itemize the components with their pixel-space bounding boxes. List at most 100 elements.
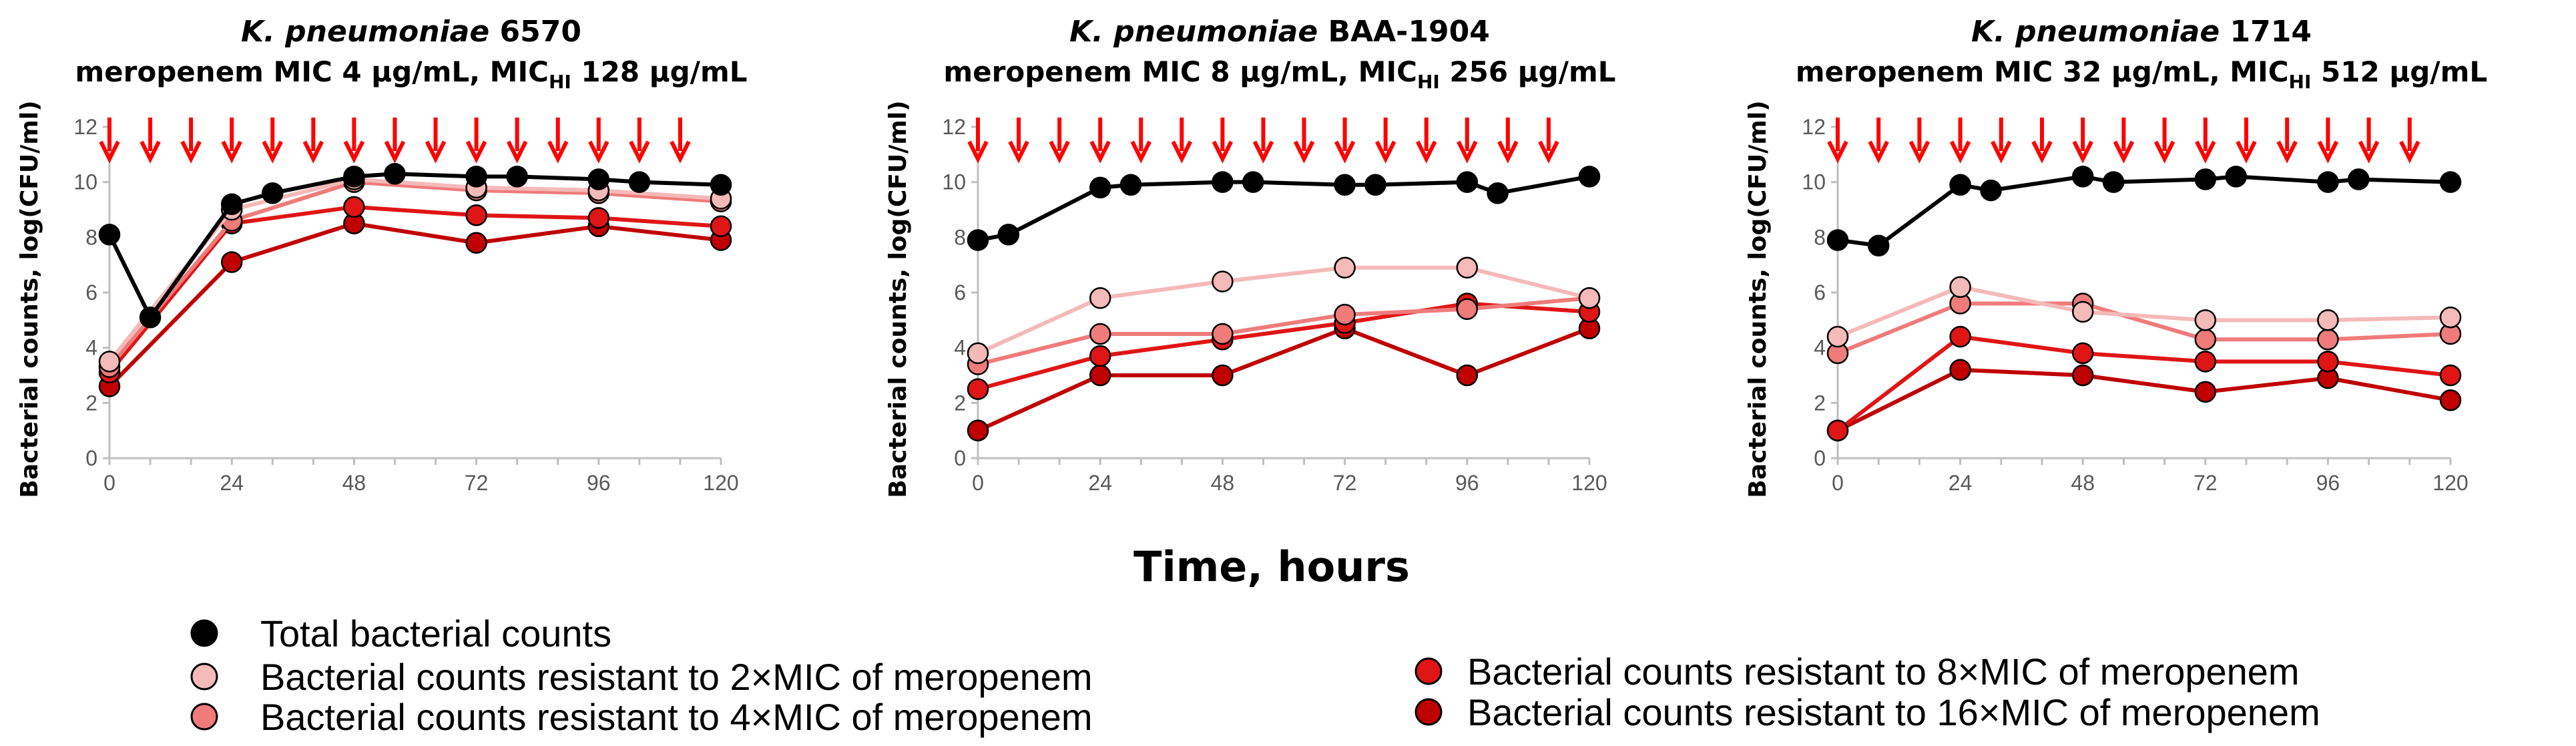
y-tick-label: 12 [942,115,966,139]
data-point-total [465,166,487,188]
data-point-4xmic [1334,303,1356,326]
series-line-2xmic [107,177,722,363]
data-point-2xmic [1826,325,1849,348]
dose-arrow-head [2031,140,2053,164]
series-total [1826,166,2462,256]
dose-arrow-head [2236,140,2257,164]
subtitle-hi: HI [2289,71,2312,93]
x-tick-label: 24 [220,471,244,495]
data-point-total [343,166,365,188]
dose-arrow-head [1991,140,2012,164]
data-point-8xmic [710,215,732,238]
chart-subtitle: meropenem MIC 4 µg/mL, MICHI 128 µg/mL [75,55,747,93]
dose-arrow [629,118,650,164]
x-tick-label: 0 [1832,471,1844,495]
series-line-16xmic [977,326,1591,433]
legend-item-8xmic: Bacterial counts resistant to 8×MIC of m… [1414,650,2300,693]
subtitle-hi: HI [549,71,571,93]
data-point-8xmic [1089,345,1111,367]
data-point-total [98,223,121,246]
data-point-total [997,223,1020,246]
x-tick-label: 96 [1455,471,1479,495]
dose-arrows [1827,118,2420,164]
data-point-2xmic [2317,309,2339,331]
dose-arrow [1908,118,1930,164]
dose-arrow [180,118,202,164]
data-point-total [710,174,732,196]
data-point-2xmic [1578,287,1601,309]
dose-arrow-head [425,140,447,164]
dose-arrow [588,118,609,164]
series-8xmic [98,196,732,384]
dose-arrow-head [465,140,487,164]
dose-arrow [1497,118,1519,164]
dose-arrow-head [1497,140,1519,164]
subtitle-mic-hi: 512 µg/mL [2311,55,2487,88]
legend-marker-2xmic [190,663,218,691]
y-tick-label: 10 [1802,170,1826,194]
x-tick-label: 72 [2194,471,2218,495]
data-point-8xmic [967,378,989,400]
chart-title: K. pneumoniae 6570 [241,15,581,49]
y-axis-label: Bacterial counts, log(CFU/ml) [884,100,912,498]
dose-arrow-head [343,140,365,164]
data-point-total [967,229,989,251]
data-point-4xmic [1212,323,1234,345]
series-line-16xmic [1836,367,2451,433]
x-tick-label: 96 [2316,471,2340,495]
series-16xmic [1826,359,2462,441]
x-axis-label: Time, hours [1133,542,1410,591]
chart-subtitle: meropenem MIC 32 µg/mL, MICHI 512 µg/mL [1796,55,2487,93]
dose-arrow-head [2113,140,2135,164]
y-tick-label: 2 [1814,391,1826,415]
data-point-total [506,166,528,188]
legend-label-8xmic: Bacterial counts resistant to 8×MIC of m… [1467,650,2300,693]
series-line-4xmic [977,296,1590,367]
data-point-4xmic [2194,329,2217,351]
series-line-8xmic [977,301,1590,391]
dose-arrow [2031,118,2053,164]
dose-arrow-head [2195,140,2216,164]
data-point-total [628,171,651,193]
data-point-16xmic [465,232,487,254]
dose-arrow [1538,118,1559,164]
data-point-8xmic [343,196,365,218]
series-8xmic [967,293,1601,400]
dose-arrow [670,118,691,164]
dose-arrow-head [670,140,691,164]
series-2xmic [967,256,1601,365]
y-tick-label: 6 [85,281,97,305]
data-point-total [1212,171,1234,193]
series-4xmic [1826,293,2462,365]
x-tick-label: 24 [1088,471,1112,495]
dose-arrow-head [2399,140,2420,164]
dose-arrow-head [1130,140,1151,164]
data-point-total [1867,234,1890,256]
dose-arrow [1949,118,1971,164]
x-tick-label: 24 [1949,471,1973,495]
title-strain: BAA-1904 [1318,15,1490,49]
data-point-total [220,193,243,215]
y-tick-label: 6 [954,281,966,305]
legend-label-total: Total bacterial counts [260,612,611,655]
series-line-4xmic [107,180,722,369]
legend-item-2xmic: Bacterial counts resistant to 2×MIC of m… [190,656,1093,698]
title-species: K. pneumoniae [1971,15,2220,49]
dose-arrow [2153,118,2175,164]
y-tick-label: 4 [85,336,97,360]
dose-arrow [1293,118,1315,164]
data-point-8xmic [465,204,487,226]
data-point-16xmic [1212,364,1234,387]
dose-arrow-head [2072,140,2093,164]
dose-arrow-head [1049,140,1070,164]
dose-arrow-head [221,140,242,164]
dose-arrow [1171,118,1193,164]
data-point-total [2102,171,2125,193]
y-tick-label: 0 [1814,446,1826,470]
dose-arrow [1212,118,1234,164]
data-point-2xmic [1334,256,1356,279]
dose-arrows [99,118,691,164]
dose-arrow [1868,118,1889,164]
dose-arrow-head [2153,140,2175,164]
dose-arrow [2399,118,2420,164]
